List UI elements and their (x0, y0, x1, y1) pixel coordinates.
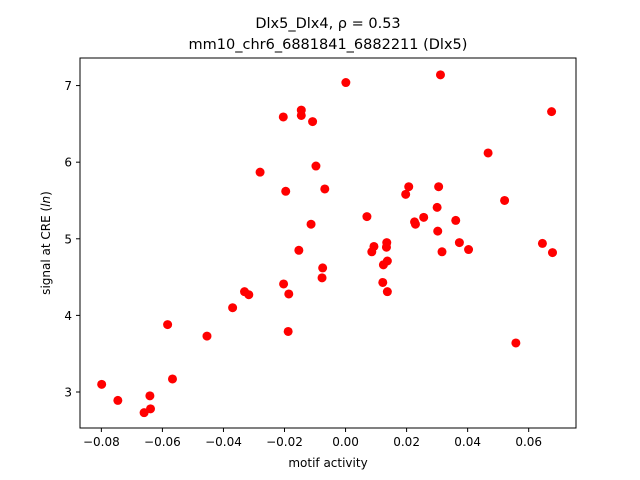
data-point (113, 395, 123, 405)
data-point (382, 256, 392, 266)
data-point (284, 289, 294, 299)
x-tick-label: 0.02 (393, 435, 420, 449)
data-point (283, 326, 293, 336)
data-point (454, 238, 464, 248)
data-point (451, 215, 461, 225)
data-point (255, 167, 265, 177)
data-point (401, 189, 411, 199)
x-tick-label: 0.00 (332, 435, 359, 449)
chart-title-line2: mm10_chr6_6881841_6882211 (Dlx5) (189, 37, 468, 53)
data-point (435, 70, 445, 80)
data-point (167, 374, 177, 384)
x-tick-label: −0.02 (266, 435, 303, 449)
data-point (294, 245, 304, 255)
data-point (547, 248, 557, 258)
x-tick-label: 0.06 (515, 435, 542, 449)
data-point (433, 226, 443, 236)
y-tick-label: 6 (64, 156, 72, 170)
y-axis-ticks: 3 4 5 6 7 (64, 79, 80, 399)
y-axis-label: signal at CRE (ln) (39, 191, 53, 295)
data-point (97, 379, 107, 389)
x-tick-label: −0.04 (205, 435, 242, 449)
y-tick-label: 3 (64, 385, 72, 399)
data-point (278, 112, 288, 122)
data-point (320, 184, 330, 194)
data-point (341, 78, 351, 88)
data-point (537, 238, 547, 248)
data-point (382, 238, 392, 248)
data-point (145, 391, 155, 401)
data-point (434, 182, 444, 192)
x-axis-ticks: −0.08 −0.06 −0.04 −0.02 0.00 0.02 0.04 0.06 (83, 428, 542, 449)
y-tick-label: 5 (64, 232, 72, 246)
data-point (311, 161, 321, 171)
chart-title-line1: Dlx5_Dlx4, ρ = 0.53 (255, 16, 400, 32)
data-point (378, 277, 388, 287)
y-tick-label: 4 (64, 309, 72, 323)
data-point (202, 331, 212, 341)
data-point (296, 110, 306, 120)
data-point (437, 247, 447, 257)
data-point (483, 148, 493, 158)
data-point (382, 287, 392, 297)
data-point (432, 202, 442, 212)
y-axis-label-main: signal at CRE ( (39, 207, 53, 295)
x-tick-label: −0.06 (144, 435, 181, 449)
y-tick-label: 7 (64, 79, 72, 93)
data-point (244, 290, 254, 300)
data-point (404, 182, 414, 192)
data-point (308, 117, 318, 127)
points-layer (97, 70, 557, 418)
y-axis-label-unit: ln (39, 196, 53, 207)
data-point (369, 241, 379, 251)
data-point (500, 195, 510, 205)
data-point (281, 186, 291, 196)
x-axis-label: motif activity (288, 456, 367, 470)
data-point (146, 404, 156, 414)
data-point (410, 219, 420, 229)
data-point (228, 303, 238, 313)
x-tick-label: −0.08 (83, 435, 120, 449)
data-point (317, 273, 327, 283)
data-point (163, 320, 173, 330)
data-point (547, 107, 557, 117)
data-point (318, 263, 328, 273)
plot-frame (79, 57, 577, 429)
data-point (464, 245, 474, 255)
data-point (306, 219, 316, 229)
y-axis-label-close: ) (39, 191, 53, 196)
data-point (511, 338, 521, 348)
data-point (419, 212, 429, 222)
x-tick-label: 0.04 (454, 435, 481, 449)
data-point (362, 212, 372, 222)
data-point (279, 279, 289, 289)
